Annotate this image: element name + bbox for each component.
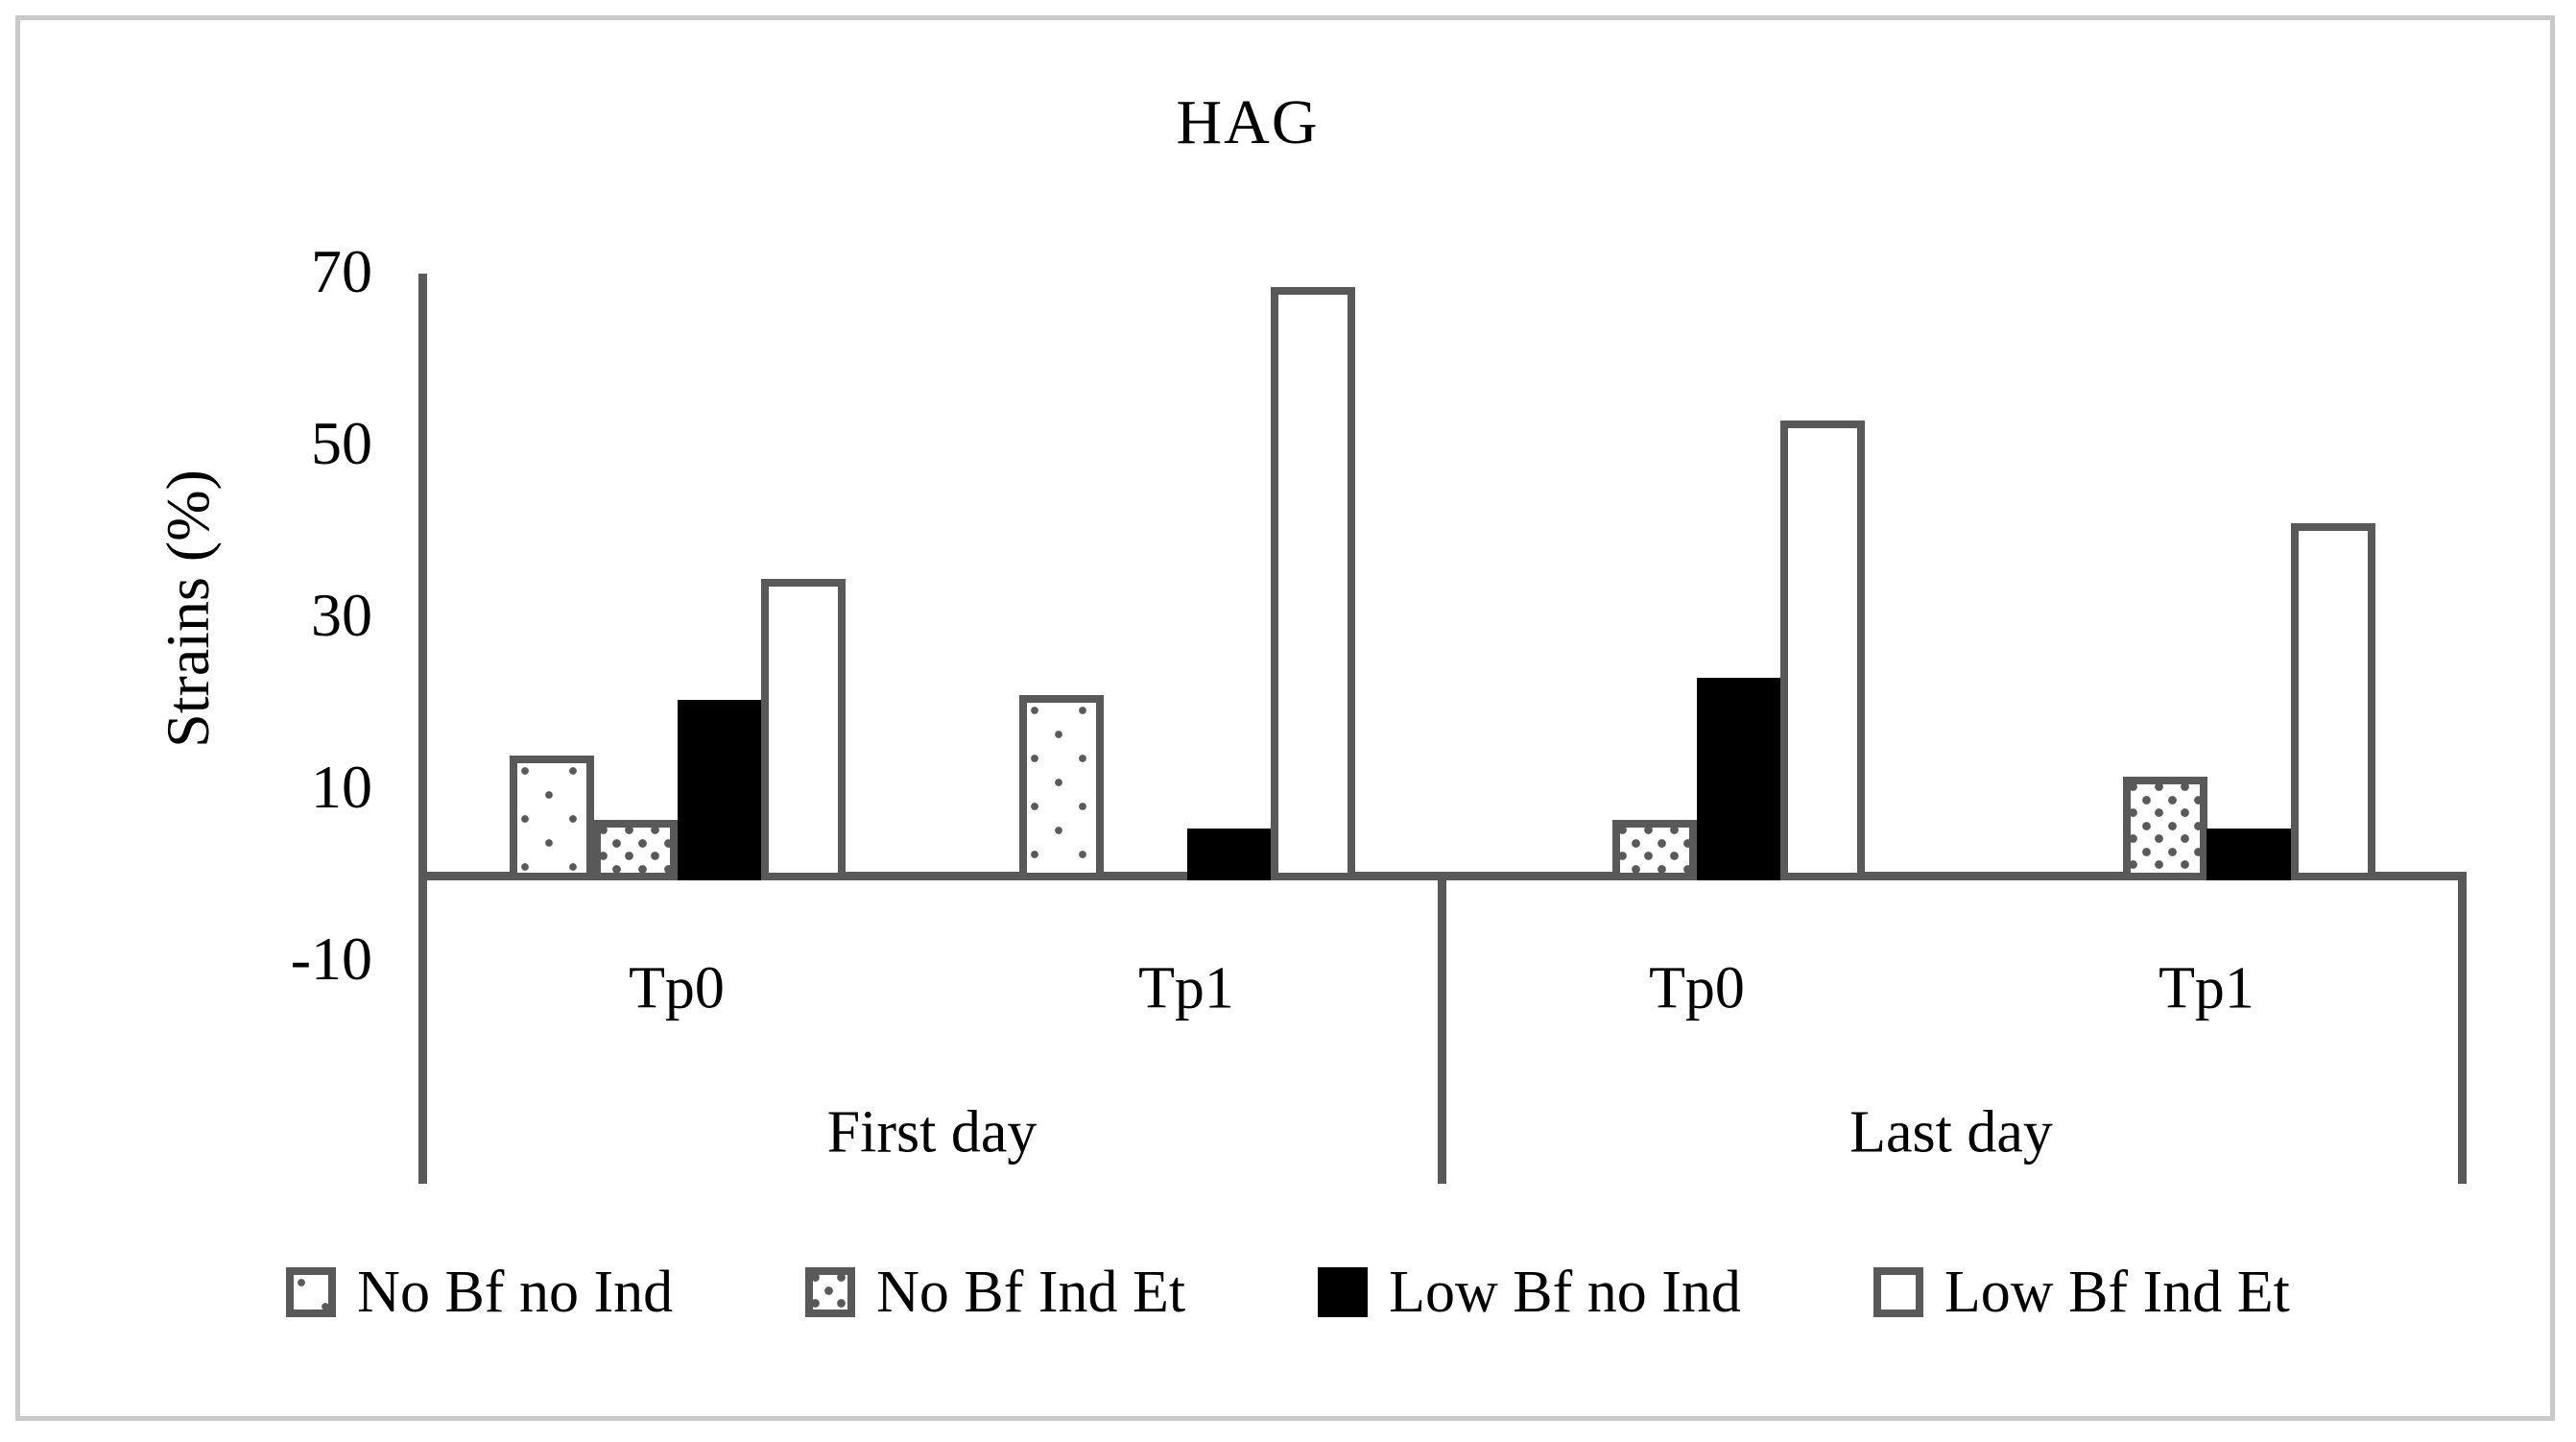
y-tick-label: 50	[311, 408, 372, 477]
bar-solid-black	[677, 699, 762, 880]
legend-item: Low Bf Ind Et	[1872, 1259, 2290, 1327]
bar-white	[1271, 286, 1355, 880]
legend-swatch-black-icon	[1318, 1267, 1369, 1317]
bar-solid-black	[1186, 828, 1272, 880]
bar-dense-dots	[2122, 777, 2207, 880]
y-axis-line	[418, 274, 427, 1184]
bar-sparse-dots	[509, 755, 594, 880]
bar-solid-black	[1696, 678, 1781, 880]
category-label-tp0-last: Tp0	[1649, 955, 1745, 1021]
y-tick-label: -10	[290, 924, 372, 993]
legend-swatch-sparse-dots-icon	[286, 1267, 337, 1317]
legend-item: No Bf no Ind	[286, 1259, 673, 1327]
bar-solid-black	[2206, 828, 2291, 880]
category-separator-right	[2458, 872, 2467, 1184]
figure-border	[15, 15, 2555, 1421]
chart-title: HAG	[1176, 87, 1320, 157]
category-label-tp1-first: Tp1	[1138, 955, 1234, 1021]
bar-dense-dots	[1612, 819, 1697, 880]
legend-swatch-dense-dots-icon	[805, 1267, 856, 1317]
bar-white	[1780, 420, 1865, 880]
legend-label: Low Bf no Ind	[1389, 1259, 1741, 1325]
category-label-tp0-first: Tp0	[629, 955, 725, 1021]
legend-label: Low Bf Ind Et	[1944, 1259, 2290, 1325]
legend-item: Low Bf no Ind	[1318, 1259, 1741, 1327]
y-tick-label: 30	[311, 580, 372, 649]
category-separator-mid	[1438, 872, 1446, 1184]
y-tick-label: 10	[311, 752, 372, 821]
legend-item: No Bf Ind Et	[805, 1259, 1185, 1327]
group-label-last-day: Last day	[1849, 1099, 2053, 1166]
legend-swatch-white-icon	[1872, 1267, 1923, 1317]
category-label-tp1-last: Tp1	[2159, 955, 2254, 1021]
bar-dense-dots	[593, 819, 678, 880]
bar-white	[761, 579, 846, 880]
bar-sparse-dots	[1018, 695, 1104, 880]
y-tick-label: 70	[311, 236, 372, 305]
bar-white	[2290, 523, 2375, 880]
legend-label: No Bf no Ind	[357, 1259, 674, 1325]
group-label-first-day: First day	[826, 1099, 1038, 1166]
legend-label: No Bf Ind Et	[876, 1259, 1186, 1325]
legend: No Bf no Ind No Bf Ind Et Low Bf no Ind …	[0, 1246, 2576, 1338]
